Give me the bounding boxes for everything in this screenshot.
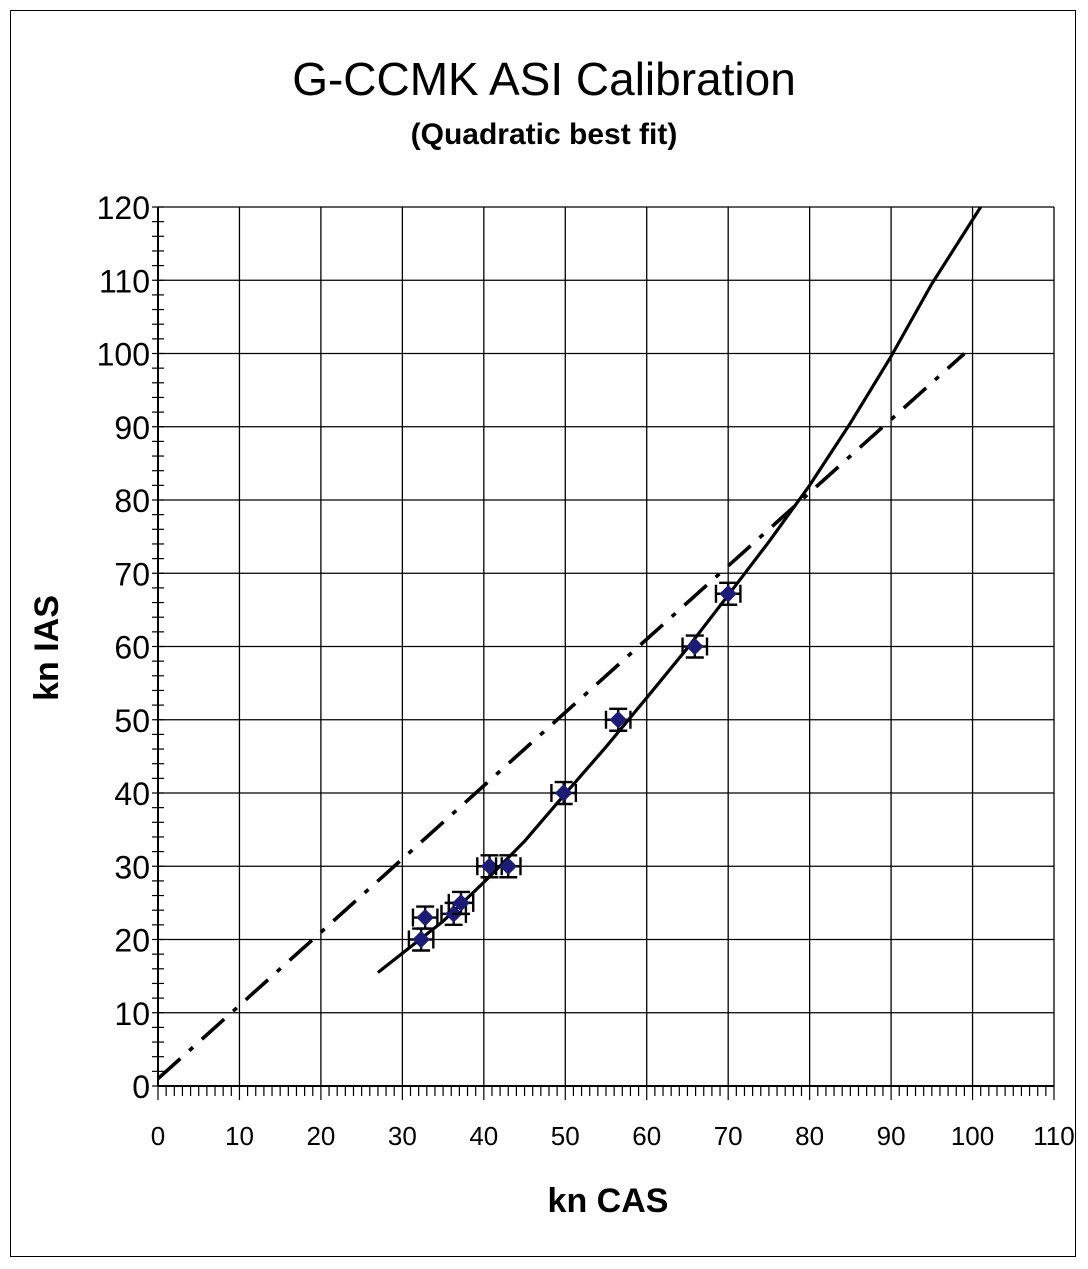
point-marker [719,585,737,603]
y-tick-label: 0 [132,1069,150,1105]
x-tick-label: 40 [469,1121,498,1151]
y-tick-label: 60 [114,630,150,666]
x-tick-label: 60 [632,1121,661,1151]
point-marker [499,857,517,875]
point-marker [554,784,573,802]
point-marker [452,894,470,912]
point-marker [412,930,430,949]
point-marker [416,908,434,927]
series [156,206,983,1081]
chart-subtitle: (Quadratic best fit) [410,118,678,151]
x-tick-label: 0 [151,1121,165,1151]
axes: 0 10 20 30 40 50 60 70 80 90 100 110 0 10 20 30 40 50 60 70… [97,190,1075,1151]
x-tick-label: 70 [714,1121,743,1151]
x-tick-label: 80 [795,1121,824,1151]
y-tick-label: 80 [114,483,150,519]
y-tick-label: 90 [114,410,150,446]
x-tick-label: 20 [306,1121,335,1151]
chart-title: G-CCMK ASI Calibration [292,53,796,105]
x-tick-label: 50 [551,1121,580,1151]
y-axis-title: kn IAS [28,595,66,701]
data-point [411,905,439,930]
grid [157,206,1055,1087]
y-tick-label: 110 [99,263,150,299]
y-tick-label: 40 [114,776,150,812]
x-tick-label: 90 [877,1121,906,1151]
fit-curve [376,206,983,974]
point-marker [609,711,627,729]
x-tick-label: 110 [1033,1121,1074,1151]
y-tick-label: 10 [114,996,150,1032]
data-point [714,581,742,606]
y-tick-label: 50 [114,703,150,739]
identity-line [156,352,966,1081]
x-tick-label: 100 [951,1121,994,1151]
data-point [681,634,709,659]
data-point [447,890,475,916]
y-tick-label: 70 [114,556,150,592]
y-tick-label: 120 [97,190,150,226]
point-marker [686,637,704,656]
x-tick-label: 10 [225,1121,254,1151]
x-axis-title: kn CAS [548,1182,669,1220]
y-tick-label: 100 [97,337,150,373]
data-point [550,780,578,806]
data-point [604,707,632,732]
y-tick-label: 20 [114,923,150,959]
data-point [494,854,522,879]
x-tick-label: 30 [388,1121,417,1151]
data-point [407,927,435,952]
y-tick-label: 30 [114,849,150,885]
